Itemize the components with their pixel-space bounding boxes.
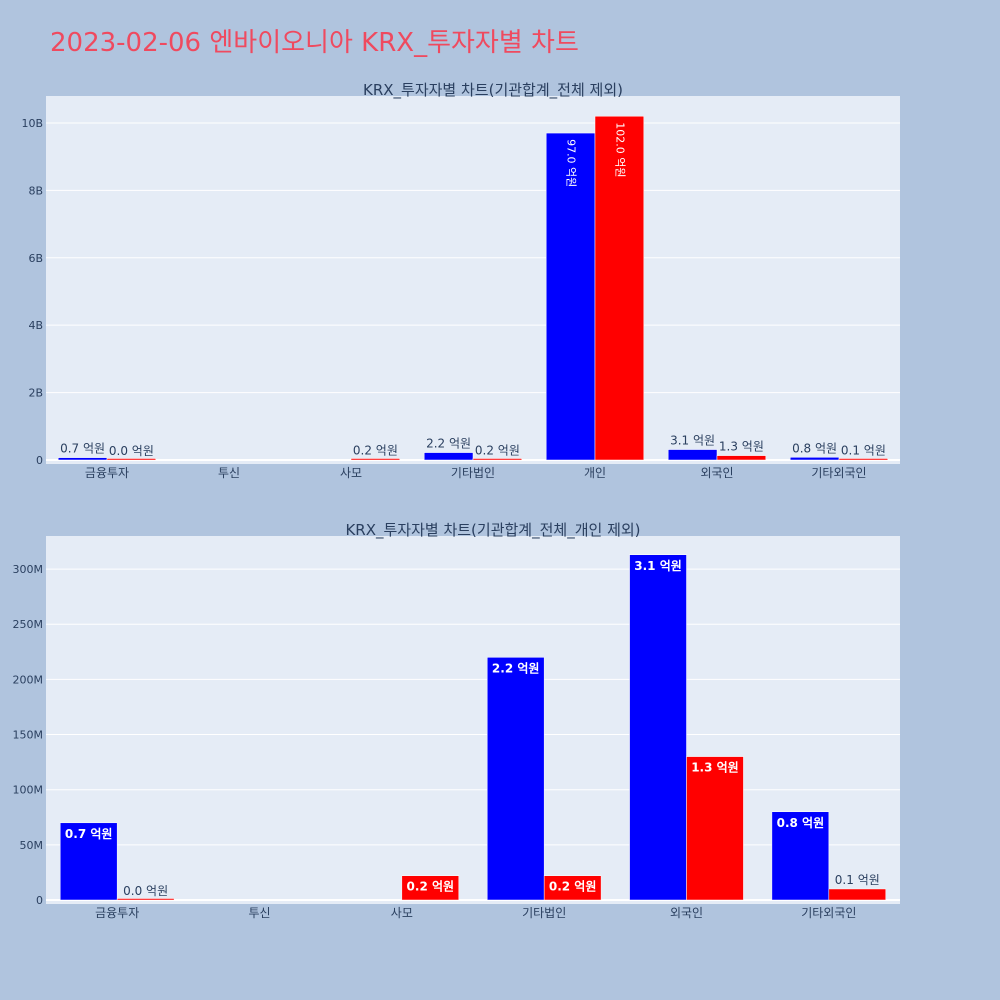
data-label: 0.0 억원 — [123, 884, 168, 898]
bar-sell — [594, 115, 645, 461]
data-label: 2.2 억원 — [492, 661, 540, 675]
data-label: 2.2 억원 — [426, 437, 471, 451]
y-tick-label: 4B — [28, 319, 43, 332]
bar-buy — [667, 449, 718, 461]
bar-sell — [543, 875, 602, 901]
bar-buy — [57, 457, 108, 461]
y-tick-label: 50M — [20, 839, 44, 852]
y-tick-label: 300M — [13, 563, 44, 576]
data-label: 0.8 억원 — [792, 441, 837, 455]
data-label: 0.0 억원 — [109, 444, 154, 458]
x-tick-label: 투신 — [218, 466, 240, 480]
bar-buy — [789, 457, 840, 461]
y-tick-label: 0 — [36, 454, 43, 467]
bar-sell — [686, 756, 744, 901]
plot-background — [46, 96, 900, 464]
x-tick-label: 사모 — [391, 906, 413, 920]
bar-sell — [716, 455, 767, 461]
data-label: 1.3 억원 — [691, 761, 739, 775]
y-tick-label: 2B — [28, 387, 43, 400]
x-tick-label: 사모 — [340, 466, 362, 480]
y-tick-label: 150M — [13, 729, 44, 742]
chart-title: KRX_투자자별 차트(기관합계_전체 제외) — [363, 81, 623, 100]
x-tick-label: 외국인 — [670, 906, 703, 920]
chart-title: KRX_투자자별 차트(기관합계_전체_개인 제외) — [345, 521, 640, 540]
x-tick-label: 개인 — [584, 466, 606, 480]
x-tick-label: 금융투자 — [95, 906, 139, 920]
y-tick-label: 200M — [13, 673, 44, 686]
y-tick-label: 10B — [21, 117, 43, 130]
bar-buy — [59, 822, 118, 901]
data-label: 3.1 억원 — [670, 434, 715, 448]
chart-2: 0 50M 100M 150M 200M 250M 300M KRX_투자자별 차트(기관합계… — [13, 521, 900, 920]
x-tick-label: 기타외국인 — [801, 906, 856, 920]
bar-sell — [472, 458, 523, 461]
data-label: 0.7 억원 — [60, 442, 105, 456]
bar-buy — [771, 811, 830, 901]
data-label: 0.1 억원 — [841, 444, 886, 458]
x-tick-label: 기타법인 — [451, 466, 495, 480]
y-tick-label: 250M — [13, 618, 44, 631]
y-tick-label: 6B — [28, 252, 43, 265]
data-label: 0.2 억원 — [475, 443, 520, 457]
x-tick-label: 기타법인 — [522, 906, 566, 920]
plot-background — [46, 536, 900, 904]
bar-sell — [116, 898, 175, 901]
x-tick-label: 금융투자 — [85, 466, 129, 480]
bar-buy — [629, 554, 687, 901]
x-tick-label: 외국인 — [700, 466, 733, 480]
bar-sell — [350, 458, 401, 461]
bar-sell — [106, 458, 157, 461]
data-label: 0.2 억원 — [353, 443, 398, 457]
page-title: 2023-02-06 엔바이오니아 KRX_투자자별 차트 — [50, 28, 579, 58]
y-tick-label: 8B — [28, 184, 43, 197]
x-tick-label: 투신 — [248, 906, 270, 920]
chart-1: 0 2B 4B 6B 8B 10B KRX_투자자별 차트(기관합계_전체 제외) 금융투자 0… — [21, 81, 900, 480]
data-label: 0.7 억원 — [65, 827, 113, 841]
bar-buy — [486, 657, 545, 901]
y-tick-label: 100M — [13, 784, 44, 797]
data-label: 0.1 억원 — [835, 873, 880, 887]
bar-buy — [423, 452, 474, 461]
data-label: 3.1 억원 — [634, 559, 682, 573]
y-tick-label: 0 — [36, 894, 43, 907]
bar-sell — [838, 458, 889, 461]
bar-sell — [401, 875, 460, 901]
data-label: 0.8 억원 — [777, 816, 825, 830]
data-label: 97.0 억원 — [565, 139, 578, 187]
data-label: 0.2 억원 — [549, 880, 597, 894]
bar-sell — [828, 888, 887, 901]
x-tick-label: 기타외국인 — [811, 466, 866, 480]
data-label: 1.3 억원 — [719, 440, 764, 454]
data-label: 0.2 억원 — [407, 880, 455, 894]
data-label: 102.0 억원 — [613, 122, 626, 177]
